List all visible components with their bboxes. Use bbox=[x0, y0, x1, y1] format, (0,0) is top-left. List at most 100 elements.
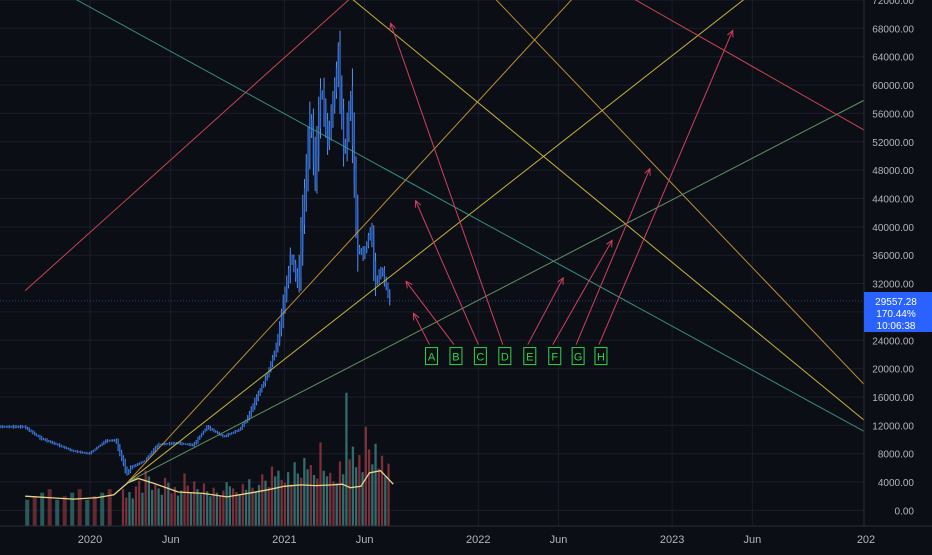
candle-body bbox=[215, 430, 217, 433]
candle-body bbox=[383, 269, 386, 283]
candle-body bbox=[300, 231, 302, 277]
time-tick-label: 2023 bbox=[660, 534, 684, 546]
candle-body bbox=[208, 426, 210, 429]
candle-body bbox=[252, 404, 254, 411]
volume-bar bbox=[70, 492, 75, 526]
candle-body bbox=[291, 257, 293, 262]
candle-body bbox=[65, 447, 68, 449]
volume-bar bbox=[47, 489, 52, 526]
candle-body bbox=[298, 261, 300, 287]
candle-body bbox=[280, 313, 283, 332]
candle-body bbox=[112, 439, 114, 442]
price-tick-label: 44000.00 bbox=[872, 194, 914, 205]
volume-bar bbox=[261, 474, 264, 526]
volume-bar bbox=[141, 492, 144, 526]
volume-bar bbox=[312, 474, 316, 526]
price-tick-label: 8000.00 bbox=[878, 450, 915, 461]
price-tick-label: 36000.00 bbox=[872, 251, 914, 262]
candle-body bbox=[271, 356, 274, 366]
candle-body bbox=[177, 442, 180, 444]
volume-bar bbox=[371, 464, 374, 526]
candle-body bbox=[21, 426, 23, 428]
candle-body bbox=[277, 336, 279, 350]
volume-bar bbox=[293, 462, 296, 526]
volume-bar bbox=[147, 476, 151, 526]
candle-body bbox=[241, 424, 243, 429]
price-axis[interactable]: 72000.00 68000.00 64000.00 60000.00 56000.00… bbox=[872, 0, 914, 517]
candle-body bbox=[126, 467, 128, 475]
volume-bar bbox=[277, 470, 280, 526]
volume-bar bbox=[228, 486, 231, 526]
candle-body bbox=[144, 460, 146, 462]
candle-body bbox=[78, 451, 80, 453]
candle-body bbox=[339, 46, 341, 99]
volume-layer bbox=[25, 392, 394, 526]
volume-bar bbox=[364, 426, 367, 526]
candle-body bbox=[261, 385, 263, 392]
candle-body bbox=[128, 470, 130, 474]
candle-body bbox=[133, 465, 135, 468]
candle-body bbox=[192, 444, 194, 446]
candle-body bbox=[0, 426, 2, 428]
candle-body bbox=[90, 451, 93, 454]
candle-body bbox=[81, 451, 84, 453]
candle-body bbox=[85, 452, 87, 454]
candle-body bbox=[193, 442, 196, 446]
annotation-label: C bbox=[476, 352, 484, 364]
candle-body bbox=[266, 374, 268, 380]
price-axis-panel[interactable] bbox=[864, 0, 932, 526]
candle-body bbox=[211, 428, 213, 431]
volume-bar bbox=[303, 457, 306, 526]
time-axis[interactable]: 2020 Jun 2021 Jun 2022 Jun 2023 Jun 202 bbox=[78, 534, 875, 546]
volume-bar bbox=[154, 484, 157, 526]
candle-body bbox=[60, 445, 62, 447]
price-tick-label: 64000.00 bbox=[872, 53, 914, 64]
trend-line bbox=[352, 0, 867, 423]
candle-body bbox=[307, 138, 309, 180]
candle-body bbox=[10, 426, 13, 428]
candle-body bbox=[289, 254, 291, 277]
candle-body bbox=[37, 435, 39, 437]
candle-body bbox=[337, 50, 339, 79]
volume-bar bbox=[183, 473, 186, 526]
candle-body bbox=[174, 442, 176, 444]
candle-body bbox=[282, 301, 284, 322]
candle-body bbox=[71, 449, 73, 451]
volume-bar bbox=[348, 459, 351, 526]
candle-body bbox=[179, 442, 181, 445]
price-tick-label: 52000.00 bbox=[872, 138, 914, 149]
annotation-box bbox=[571, 347, 585, 366]
volume-bar bbox=[332, 481, 335, 526]
last-price-badge-bg bbox=[864, 292, 932, 332]
candle-body bbox=[12, 425, 14, 428]
candle-body bbox=[351, 85, 354, 146]
candle-body bbox=[117, 440, 119, 449]
candle-body bbox=[236, 430, 238, 432]
volume-bar bbox=[325, 476, 329, 526]
volume-bar bbox=[274, 476, 277, 526]
volume-bar bbox=[189, 491, 193, 526]
volume-bar bbox=[231, 488, 235, 526]
candle-body bbox=[231, 432, 233, 435]
time-axis-panel[interactable] bbox=[0, 526, 932, 550]
price-tick-label: 4000.00 bbox=[878, 478, 915, 489]
candle-body bbox=[64, 446, 66, 449]
candle-body bbox=[357, 207, 359, 259]
candle-body bbox=[247, 416, 249, 422]
candle-body bbox=[136, 463, 139, 466]
volume-bar bbox=[131, 498, 134, 526]
volume-bar bbox=[387, 463, 390, 526]
volume-bar bbox=[128, 491, 131, 526]
candle-body bbox=[195, 440, 197, 445]
annotation-arrow bbox=[415, 200, 479, 345]
candle-body bbox=[142, 461, 144, 463]
volume-bar bbox=[329, 472, 332, 526]
price-tick-label: 72000.00 bbox=[872, 0, 914, 7]
candle-body bbox=[129, 467, 132, 472]
candle-body bbox=[152, 449, 155, 454]
candle-body bbox=[110, 440, 112, 442]
candle-body bbox=[55, 443, 57, 445]
price-tick-label: 20000.00 bbox=[872, 365, 914, 376]
